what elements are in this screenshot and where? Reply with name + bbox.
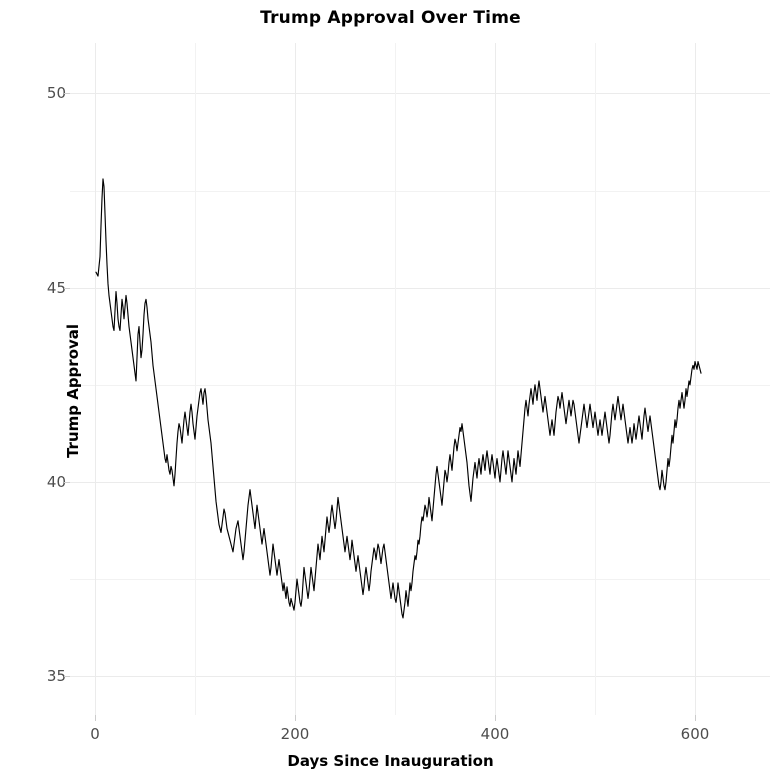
x-tick-label: 400 — [480, 725, 510, 743]
y-tick-mark — [64, 481, 70, 483]
gridline-minor-y — [70, 190, 770, 192]
y-tick-label: 40 — [46, 472, 66, 491]
gridline-major-x — [695, 43, 696, 715]
x-tick-mark — [295, 715, 296, 721]
x-axis-ticks: 0 200 400 600 — [70, 715, 770, 745]
y-axis-title: Trump Approval — [64, 323, 83, 458]
gridline-major-y — [70, 93, 770, 95]
x-tick-mark — [695, 715, 696, 721]
trump-approval-line — [95, 178, 702, 619]
gridline-major-y — [70, 676, 770, 678]
gridline-minor-y — [70, 384, 770, 386]
series-line-chart — [95, 178, 702, 619]
y-tick-label: 50 — [46, 84, 66, 103]
gridline-major-x — [495, 43, 496, 715]
gridline-major-y — [70, 287, 770, 289]
gridline-minor-x — [595, 43, 596, 715]
y-tick-mark — [64, 287, 70, 289]
x-tick-label: 0 — [90, 725, 100, 743]
y-tick-label: 45 — [46, 278, 66, 297]
x-tick-mark — [95, 715, 96, 721]
gridline-major-y — [70, 481, 770, 483]
chart-title: Trump Approval Over Time — [260, 8, 521, 28]
y-tick-label: 35 — [46, 667, 66, 686]
x-tick-label: 200 — [280, 725, 310, 743]
y-axis-ticks: 35 40 45 50 — [14, 43, 70, 715]
x-axis-title: Days Since Inauguration — [287, 752, 494, 770]
gridline-major-x — [295, 43, 296, 715]
gridline-minor-y — [70, 579, 770, 581]
x-tick-mark — [495, 715, 496, 721]
gridline-minor-x — [395, 43, 396, 715]
gridline-minor-x — [195, 43, 196, 715]
gridline-major-x — [95, 43, 96, 715]
y-tick-mark — [64, 676, 70, 678]
x-tick-label: 600 — [680, 725, 710, 743]
y-tick-mark — [64, 93, 70, 95]
plot-panel — [70, 43, 770, 715]
